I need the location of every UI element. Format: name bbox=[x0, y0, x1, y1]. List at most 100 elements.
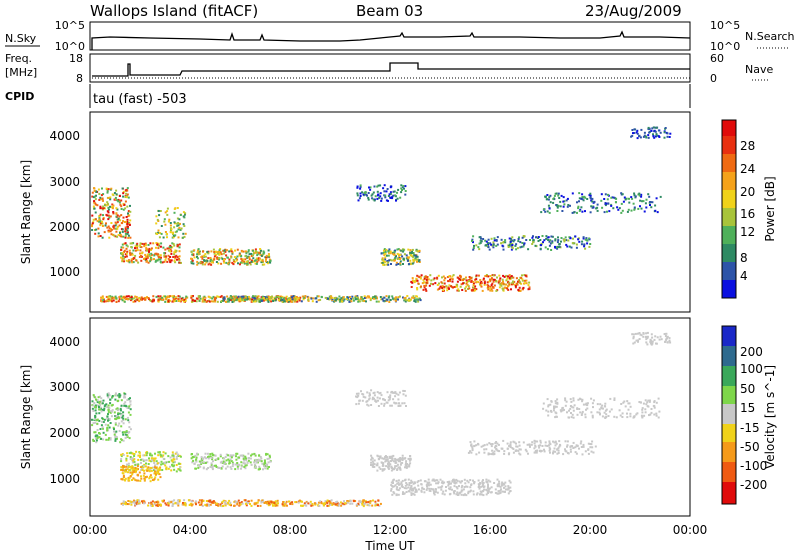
velocity-scatter-cell-0-206 bbox=[122, 414, 125, 417]
velocity-scatter-cell-1-185 bbox=[131, 452, 134, 455]
velocity-scatter-cell-7-78 bbox=[549, 403, 552, 406]
power-scatter-cell-8-19 bbox=[610, 204, 613, 207]
velocity-scatter-cell-1-105 bbox=[143, 463, 146, 466]
power-scatter-cell-10-57 bbox=[369, 188, 372, 191]
power-scatter-cell-11-63 bbox=[162, 236, 165, 239]
power-scatter-cell-6-116 bbox=[384, 251, 387, 253]
velocity-scatter-cell-4-312 bbox=[485, 493, 488, 496]
power-scatter-cell-7-84 bbox=[491, 244, 494, 247]
velocity-scatter-cell-10-18 bbox=[387, 396, 390, 399]
power-scatter-cell-2-46 bbox=[218, 249, 221, 252]
velocity-scatter-cell-0-44 bbox=[98, 419, 101, 422]
power-scatter-cell-4-32 bbox=[231, 299, 234, 302]
power-scatter-cell-5-121 bbox=[469, 278, 472, 281]
power-scatter-cell-5-147 bbox=[459, 285, 462, 288]
power-scatter-cell-3-316 bbox=[210, 300, 213, 303]
velocity-scatter-cell-4-124 bbox=[436, 491, 439, 494]
velocity-scatter-cell-6-37 bbox=[553, 447, 556, 450]
power-scatter-cell-1-136 bbox=[176, 258, 178, 261]
velocity-scatter-cell-1-92 bbox=[152, 469, 155, 472]
power-scatter-cell-4-150 bbox=[356, 295, 359, 298]
power-scatter-cell-7-162 bbox=[532, 239, 535, 242]
velocity-scatter-cell-1-27 bbox=[154, 457, 157, 460]
velocity-scatter-cell-4-230 bbox=[469, 489, 472, 492]
velocity-scatter-cell-1-186 bbox=[151, 459, 154, 462]
power-scatter-cell-3-318 bbox=[143, 297, 146, 300]
power-scatter-cell-0-187 bbox=[97, 227, 100, 230]
power-scatter-cell-5-285 bbox=[498, 282, 501, 285]
velocity-scatter-cell-6-163 bbox=[506, 447, 509, 450]
power-scatter-cell-8-136 bbox=[642, 200, 645, 203]
power-scatter-cell-10-63 bbox=[378, 196, 381, 199]
velocity-scatter-cell-6-123 bbox=[483, 444, 486, 447]
power-scatter-cell-3-348 bbox=[130, 296, 133, 299]
velocity-scatter-cell-1-138 bbox=[169, 465, 171, 468]
power-scatter-cell-5-214 bbox=[490, 284, 493, 287]
velocity-scatter-cell-0-185 bbox=[129, 413, 132, 416]
xtick-0400: 04:00 bbox=[173, 523, 208, 537]
power-scatter-cell-7-145 bbox=[472, 248, 475, 251]
power-scatter-cell-10-28 bbox=[356, 194, 359, 197]
power-scatter-cell-5-301 bbox=[450, 285, 453, 288]
power-scatter-cell-7-103 bbox=[539, 247, 542, 250]
power-scatter-cell-10-83 bbox=[383, 190, 386, 193]
velocity-scatter-cell-0-233 bbox=[96, 437, 99, 440]
power-scatter-cell-1-86 bbox=[134, 254, 137, 257]
velocity-scatter-cell-0-234 bbox=[126, 416, 129, 419]
power-scatter-cell-11-16 bbox=[166, 207, 169, 210]
velocity-scatter-cell-7-95 bbox=[643, 414, 646, 417]
velocity-scatter-cell-2-34 bbox=[194, 467, 197, 470]
power-scatter-cell-0-34 bbox=[101, 187, 103, 190]
power-scatter-cell-5-28 bbox=[451, 278, 454, 281]
power-scatter-cell-7-62 bbox=[495, 244, 498, 247]
velocity-scatter-cell-4-296 bbox=[421, 486, 424, 489]
velocity-scatter-cell-0-245 bbox=[107, 419, 109, 422]
velocity-scatter-cell-4-61 bbox=[469, 479, 472, 481]
power-scatter-cell-2-257 bbox=[223, 249, 226, 252]
velocity-scatter-cell-2-214 bbox=[219, 467, 222, 469]
velocity-scatter-cell-9-26 bbox=[157, 478, 160, 481]
velocity-scatter-cell-6-44 bbox=[544, 441, 547, 444]
velocity-scatter-cell-0-94 bbox=[117, 413, 119, 416]
power-scatter-cell-1-118 bbox=[150, 249, 152, 251]
power-scatter-cell-5-10 bbox=[496, 276, 498, 279]
velocity-scatter-cell-2-90 bbox=[249, 461, 252, 464]
power-scatter-cell-4-277 bbox=[236, 298, 238, 301]
velocity-scatter-cell-9-94 bbox=[143, 469, 145, 472]
power-scatter-cell-7-26 bbox=[487, 243, 490, 246]
power-scatter-cell-8-25 bbox=[628, 197, 630, 200]
power-scatter-cell-11-68 bbox=[182, 211, 185, 214]
velocity-scatter-cell-2-67 bbox=[269, 456, 271, 459]
velocity-scatter-cell-4-89 bbox=[433, 493, 436, 496]
velocity-scatter-cell-5-118 bbox=[397, 466, 400, 469]
velocity-scatter-cell-3-241 bbox=[183, 499, 186, 502]
power-scatter-cell-5-42 bbox=[420, 274, 423, 277]
power-scatter-cell-2-158 bbox=[200, 256, 203, 258]
power-ytick-2000: 2000 bbox=[49, 220, 80, 234]
power-scatter-cell-7-186 bbox=[547, 236, 550, 239]
power-scatter-cell-5-128 bbox=[504, 283, 507, 286]
power-scatter-cell-11-79 bbox=[155, 222, 158, 225]
velocity-scatter-cell-2-209 bbox=[248, 457, 250, 459]
power-scatter-cell-2-152 bbox=[192, 254, 195, 257]
velocity-scatter-cell-2-156 bbox=[258, 454, 261, 457]
power-scatter-cell-0-222 bbox=[118, 195, 121, 197]
velocity-scatter-cell-2-24 bbox=[245, 464, 248, 467]
power-scatter-cell-3-394 bbox=[136, 298, 139, 301]
power-scatter-cell-0-40 bbox=[126, 218, 129, 221]
velocity-scatter-cell-6-74 bbox=[572, 441, 575, 444]
velocity-scatter-cell-3-20 bbox=[347, 500, 350, 503]
velocity-scatter-cell-3-395 bbox=[307, 502, 310, 505]
velocity-scatter-cell-2-40 bbox=[262, 468, 264, 471]
power-scatter-cell-5-17 bbox=[416, 288, 419, 291]
power-scatter-cell-8-132 bbox=[581, 198, 584, 201]
power-cbtick-16: 16 bbox=[740, 207, 755, 221]
velocity-scatter-cell-0-253 bbox=[113, 433, 116, 436]
power-scatter-cell-1-12 bbox=[154, 260, 157, 263]
velocity-scatter-cell-7-47 bbox=[547, 414, 550, 417]
velocity-scatter-cell-5-15 bbox=[393, 468, 396, 471]
velocity-scatter-cell-7-102 bbox=[619, 414, 622, 417]
velocity-scatter-cell-4-153 bbox=[428, 487, 431, 490]
power-scatter-cell-0-256 bbox=[120, 205, 123, 208]
